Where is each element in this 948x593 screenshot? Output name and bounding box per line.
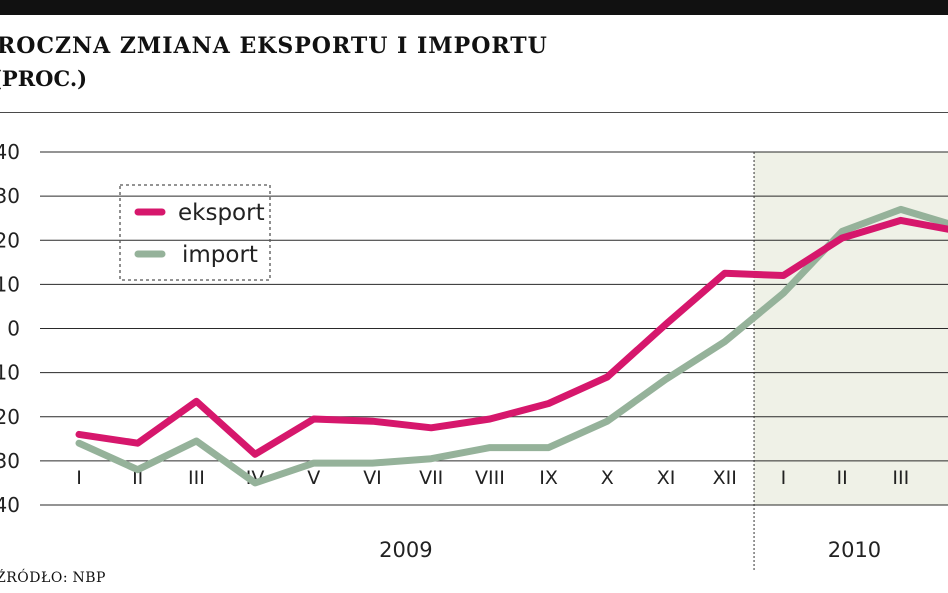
top-bar bbox=[0, 0, 948, 15]
legend: eksport import bbox=[119, 184, 271, 281]
legend-label-import: import bbox=[182, 242, 258, 268]
x-tick-label: III bbox=[188, 467, 205, 489]
year-labels-layer: 2009 2010 bbox=[379, 538, 881, 562]
y-tick-label: 0 bbox=[7, 317, 20, 341]
x-tick-label: VII bbox=[419, 467, 443, 489]
x-tick-label: XI bbox=[657, 467, 676, 489]
header-divider bbox=[0, 112, 948, 113]
y-tick-label: 40 bbox=[0, 140, 20, 164]
year-label: 2009 bbox=[379, 538, 432, 562]
y-tick-labels-layer: 40 30 20 10 0 10 20 30 40 bbox=[0, 140, 20, 517]
chart-title: ROCZNA ZMIANA EKSPORTU I IMPORTU bbox=[0, 33, 548, 59]
x-tick-label: VI bbox=[363, 467, 382, 489]
x-tick-label: X bbox=[601, 467, 614, 489]
source-label: Źródło: bbox=[0, 570, 69, 586]
y-tick-label: 40 bbox=[0, 493, 20, 517]
x-tick-label: I bbox=[781, 467, 787, 489]
y-tick-label: 30 bbox=[0, 184, 20, 208]
x-tick-label: II bbox=[132, 467, 143, 489]
series-line-import bbox=[75, 205, 948, 487]
gridlines-layer bbox=[40, 151, 948, 570]
y-tick-label: 10 bbox=[0, 361, 20, 385]
y-tick-label: 30 bbox=[0, 449, 20, 473]
y-tick-label: 10 bbox=[0, 272, 20, 296]
x-tick-label: I bbox=[76, 467, 82, 489]
x-tick-labels-layer: IIIIIIIVVVIVIIVIIIIXXXIXIIIIIIIIIV bbox=[76, 467, 909, 489]
x-tick-label: IX bbox=[539, 467, 558, 489]
source-value: NBP bbox=[72, 570, 106, 586]
year-label: 2010 bbox=[828, 538, 881, 562]
source-note: Źródło: NBP bbox=[0, 570, 106, 586]
chart-subtitle: (PROC.) bbox=[0, 66, 88, 91]
series-line-eksport bbox=[75, 216, 948, 458]
y-tick-label: 20 bbox=[0, 405, 20, 429]
x-tick-label: V bbox=[307, 467, 320, 489]
y-tick-label: 20 bbox=[0, 228, 20, 252]
x-tick-label: III bbox=[892, 467, 909, 489]
x-tick-label: VIII bbox=[475, 467, 505, 489]
series-lines-layer bbox=[75, 205, 948, 487]
x-tick-label: II bbox=[836, 467, 847, 489]
x-tick-label: XII bbox=[713, 467, 737, 489]
legend-label-eksport: eksport bbox=[178, 200, 265, 226]
legend-box bbox=[119, 184, 271, 281]
